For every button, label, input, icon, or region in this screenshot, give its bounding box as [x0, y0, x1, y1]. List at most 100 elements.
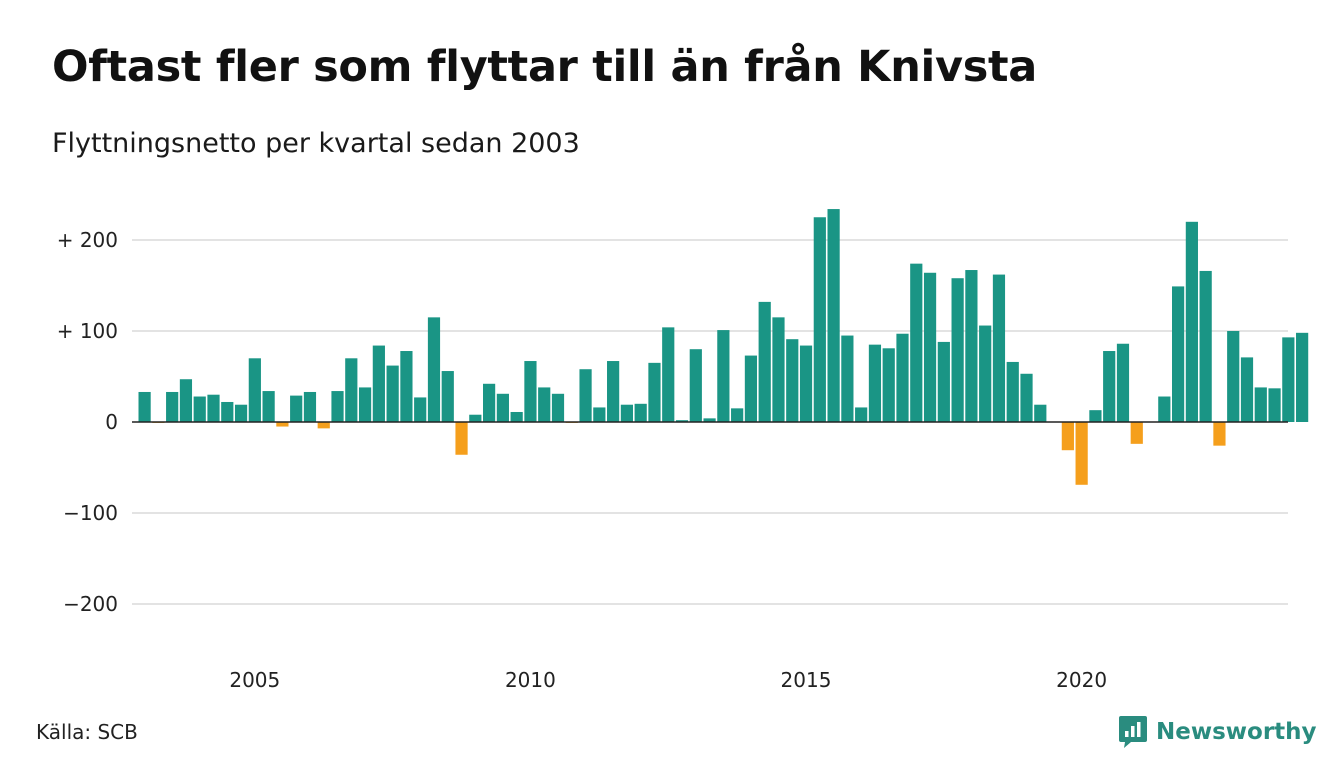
bar-2012-k2 [648, 362, 661, 422]
bar-2016-k3 [882, 348, 895, 422]
bar-2016-k1 [855, 407, 868, 422]
bar-2020-k1 [1075, 422, 1088, 485]
bar-2018-k1 [965, 270, 978, 422]
y-tick-label: + 200 [57, 228, 118, 252]
chart-title: Oftast fler som flyttar till än från Kni… [52, 42, 1037, 92]
bar-2017-k1 [910, 263, 923, 422]
bar-2009-k1 [469, 414, 482, 422]
bar-2013-k2 [703, 418, 716, 422]
bar-2014-k2 [758, 301, 771, 422]
bar-2021-k4 [1172, 286, 1185, 422]
bar-2004-k4 [234, 404, 248, 422]
bar-2004-k2 [207, 394, 220, 422]
bar-2015-k1 [799, 345, 813, 422]
bar-2013-k3 [717, 330, 730, 422]
bar-2009-k4 [510, 411, 523, 422]
brand-name: Newsworthy [1156, 719, 1317, 745]
bar-2014-k1 [744, 355, 758, 422]
bar-2019-k4 [1061, 422, 1074, 451]
bar-2011-k2 [593, 407, 606, 422]
bar-2008-k1 [414, 397, 427, 422]
bar-2016-k4 [896, 333, 909, 422]
bar-2013-k1 [689, 349, 702, 422]
y-tick-label: 0 [105, 410, 118, 434]
bar-2003-k4 [179, 379, 193, 422]
bar-chart: + 200 + 100 0 −100 −200 2005 2010 2015 2020 [57, 209, 1309, 692]
bar-2010-k1 [524, 361, 537, 422]
y-tick-label: −100 [63, 501, 118, 525]
bar-2022-k1 [1185, 221, 1198, 422]
bar-2022-k2 [1199, 270, 1212, 422]
bar-2018-k3 [992, 274, 1006, 422]
x-tick-label: 2005 [229, 668, 280, 692]
bar-2007-k4 [400, 351, 413, 422]
bar-2015-k4 [841, 335, 854, 422]
bar-2005-k4 [290, 395, 303, 422]
bar-2008-k4 [455, 422, 468, 455]
axes: + 200 + 100 0 −100 −200 2005 2010 2015 2020 [57, 228, 1288, 692]
bar-2006-k3 [331, 391, 344, 422]
bar-2008-k3 [441, 371, 454, 422]
y-tick-label: −200 [63, 592, 118, 616]
bar-2013-k4 [731, 408, 744, 422]
bar-2011-k1 [579, 369, 592, 422]
bar-2017-k3 [937, 341, 950, 422]
y-tick-label: + 100 [57, 319, 118, 343]
bar-2018-k4 [1006, 361, 1019, 422]
bar-2011-k3 [607, 361, 620, 422]
x-tick-label: 2015 [781, 668, 832, 692]
bar-2022-k3 [1213, 422, 1226, 446]
bar-2009-k2 [483, 383, 496, 422]
bar-2011-k4 [620, 404, 633, 422]
bar-2005-k3 [276, 422, 289, 427]
bar-2014-k4 [786, 339, 799, 422]
x-tick-label: 2010 [505, 668, 556, 692]
bar-2005-k1 [248, 358, 261, 422]
bar-2021-k1 [1130, 422, 1143, 444]
bar-2019-k2 [1034, 404, 1047, 422]
bar-2012-k1 [634, 403, 647, 422]
bars [138, 209, 1309, 485]
bar-2019-k1 [1020, 373, 1033, 422]
bar-2003-k3 [166, 391, 179, 422]
bar-2010-k2 [538, 387, 551, 422]
bar-2023-k1 [1240, 357, 1254, 422]
brand-logo: Newsworthy [1117, 714, 1317, 750]
bar-2023-k2 [1254, 387, 1267, 422]
bar-2024-k1 [1296, 332, 1309, 422]
bar-2009-k3 [496, 393, 509, 422]
bar-2006-k2 [317, 422, 330, 429]
bar-2010-k3 [551, 393, 565, 422]
bar-2007-k3 [386, 365, 399, 422]
newsworthy-logo-icon [1119, 716, 1147, 748]
bar-2012-k3 [662, 327, 675, 422]
bar-2007-k2 [372, 345, 385, 422]
bar-2020-k3 [1103, 351, 1116, 422]
bar-2004-k1 [193, 396, 206, 422]
source-note: Källa: SCB [36, 720, 138, 744]
bar-2022-k4 [1227, 331, 1240, 422]
bar-2020-k4 [1116, 343, 1130, 422]
bar-2016-k2 [868, 344, 882, 422]
bar-2006-k4 [345, 358, 358, 422]
bar-2023-k4 [1282, 337, 1295, 422]
bar-2014-k3 [772, 317, 785, 422]
bar-2018-k2 [979, 325, 992, 422]
bar-2021-k3 [1158, 396, 1171, 422]
grid-lines [132, 239, 1288, 605]
bar-2015-k2 [813, 217, 826, 422]
bar-2020-k2 [1089, 410, 1102, 422]
bar-2023-k3 [1268, 388, 1281, 422]
bar-2017-k2 [923, 272, 937, 422]
bar-2006-k1 [303, 391, 317, 422]
chart-subtitle: Flyttningsnetto per kvartal sedan 2003 [52, 128, 580, 159]
x-tick-label: 2020 [1056, 668, 1107, 692]
bar-2012-k4 [675, 420, 689, 422]
bar-2008-k2 [427, 317, 441, 422]
bar-2017-k4 [951, 278, 964, 422]
bar-2005-k2 [262, 391, 275, 422]
bar-2007-k1 [358, 387, 372, 422]
bar-2003-k1 [138, 391, 151, 422]
bar-2004-k3 [221, 401, 234, 422]
bar-2015-k3 [827, 209, 840, 422]
